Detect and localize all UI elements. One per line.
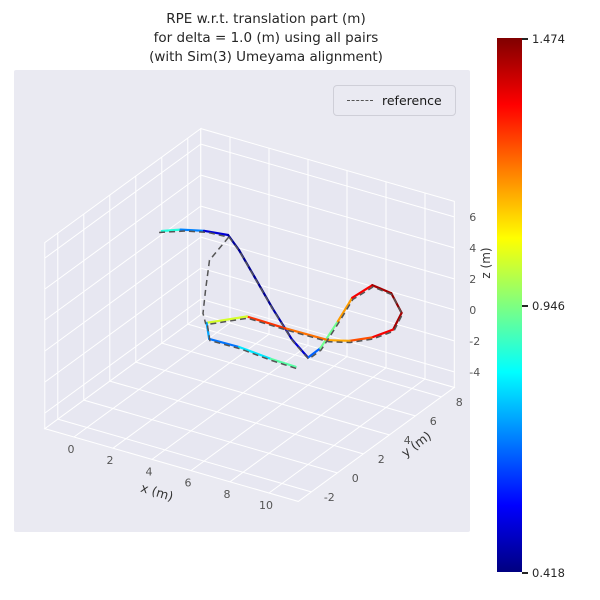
z-tick-label: 0 (469, 304, 476, 317)
x-tick-label: 8 (224, 488, 231, 501)
grid-line (161, 342, 416, 417)
trajectory-segment (284, 327, 330, 342)
x-tick-label: 2 (107, 454, 114, 467)
grid-line (135, 361, 390, 436)
y-tick-label: 2 (378, 453, 385, 466)
y-tick-label: 0 (352, 472, 359, 485)
legend: reference (333, 85, 456, 116)
chart-title-line-3: (with Sim(3) Umeyama alignment) (149, 49, 383, 66)
grid-line (229, 367, 387, 483)
trajectory-segment (179, 228, 206, 232)
colorbar (497, 38, 522, 572)
grid-line (44, 298, 202, 414)
trajectory-segment (208, 337, 241, 349)
grid-line (73, 322, 231, 438)
trajectory-segment (327, 339, 351, 342)
trajectory-segment (319, 320, 339, 350)
legend-label: reference (382, 93, 442, 108)
tick-mark-icon (522, 305, 528, 307)
grid-line (44, 205, 202, 321)
tick-mark-icon (522, 572, 528, 574)
dashed-line-icon (347, 100, 373, 101)
trajectory-segment (336, 296, 354, 323)
trajectory-segment (306, 347, 322, 359)
grid-line (44, 143, 202, 259)
grid-line (109, 380, 364, 455)
trajectory-segment (371, 284, 393, 295)
x-tick-label: 0 (68, 443, 75, 456)
colorbar-tick-max: 1.474 (522, 32, 565, 46)
z-tick-label: 2 (469, 273, 476, 286)
chart-title-line-2: for delta = 1.0 (m) using all pairs (153, 30, 379, 47)
colorbar-tick-min: 0.418 (522, 566, 565, 580)
trajectory-segment (205, 315, 248, 324)
plot-3d: 0 2 4 6 8 10 -2 0 2 4 6 8 -4 -2 0 2 4 6 x (m) y (m) (43, 127, 480, 512)
z-tick-label: -2 (469, 335, 480, 348)
trajectory-segment (351, 284, 374, 299)
trajectory-segment (348, 336, 373, 342)
grid-line (44, 236, 202, 352)
y-tick-label: 8 (456, 396, 463, 409)
colorbar-tick-min-label: 0.418 (532, 566, 565, 580)
tick-mark-icon (522, 38, 528, 40)
colorbar-tick-mid: 0.946 (522, 299, 565, 313)
colorbar-tick-mid-label: 0.946 (532, 299, 565, 313)
z-axis-label: z (m) (479, 247, 493, 279)
colorbar-tick-max-label: 1.474 (532, 32, 565, 46)
grid-line (200, 267, 455, 342)
trajectory-segment (160, 228, 182, 233)
trajectory-segment (202, 229, 230, 237)
grid-line (268, 378, 426, 494)
y-tick-label: 4 (404, 434, 411, 447)
y-tick-label: 6 (430, 415, 437, 428)
grid-line (44, 267, 202, 383)
y-axis-label: y (m) (398, 428, 434, 460)
trajectory-segment (238, 345, 272, 360)
z-tick-label: 6 (469, 211, 476, 224)
z-tick-label: -4 (469, 366, 480, 379)
grid-line (200, 205, 455, 280)
trajectory-segment (269, 357, 297, 368)
trajectory-segment (370, 328, 395, 339)
z-tick-label: 4 (469, 242, 476, 255)
trajectory-segment (392, 311, 403, 331)
grid-line (44, 174, 202, 290)
x-tick-label: 4 (146, 465, 153, 478)
trajectory-segment (245, 315, 287, 330)
grid-line (112, 333, 270, 449)
x-tick-label: 6 (185, 477, 192, 490)
grid-line (200, 236, 455, 311)
y-tick-label: -2 (324, 491, 335, 504)
grid-line (200, 143, 455, 218)
grid-line (187, 323, 442, 398)
reference-line (159, 230, 230, 325)
chart-title: RPE w.r.t. translation part (m) for delt… (0, 10, 532, 67)
grid-line (57, 418, 312, 493)
chart-title-line-1: RPE w.r.t. translation part (m) (166, 11, 366, 27)
x-tick-label: 10 (259, 499, 273, 512)
x-axis-label: x (m) (139, 480, 175, 504)
grid-line (190, 356, 348, 472)
grid-line (83, 399, 338, 474)
reference-line (206, 236, 404, 370)
grid-line (200, 174, 455, 249)
